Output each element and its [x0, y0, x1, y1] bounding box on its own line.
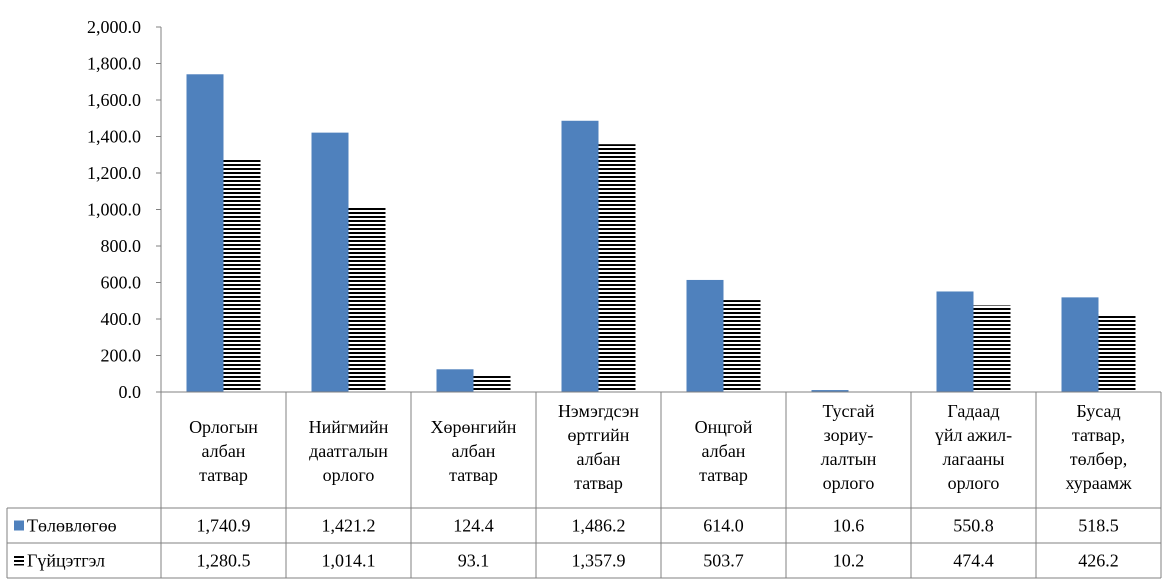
data-table: Орлогын албан татвар Нийгмийн даатгалын орлог…: [6, 391, 1162, 579]
bar-planned: [311, 132, 349, 393]
data-table-value: 1,486.2: [572, 516, 626, 536]
bar-planned: [811, 390, 849, 392]
x-category-label: орлого: [323, 465, 375, 485]
legend-series-name: Төлөвлөгөө: [27, 516, 117, 536]
legend-series-name: Гүйцэтгэл: [27, 551, 105, 571]
y-tick-label: 1,000.0: [87, 200, 141, 220]
x-category-label: Тусгай: [822, 401, 874, 421]
x-category-label: Хөрөнгийн: [431, 417, 517, 437]
x-category-label: Гадаад: [947, 401, 999, 421]
x-category-label: өртгийн: [568, 425, 630, 445]
bar-planned: [936, 291, 974, 392]
x-category-label: албан: [577, 449, 621, 469]
x-category-label: Нэмэгдсэн: [558, 401, 639, 421]
x-category-label: татвар,: [1072, 425, 1125, 445]
axis-layer: 0.0 200.0 400.0 600.0 800.0 1,000.0 1,200.0 1,4…: [87, 17, 162, 402]
bar-planned: [686, 279, 724, 392]
x-category-label: лалтын: [821, 449, 877, 469]
x-category-label: албан: [202, 441, 246, 461]
legend-swatch-actual: [14, 555, 24, 566]
data-table-value: 1,014.1: [322, 551, 376, 571]
x-category-label: даатгалын: [309, 441, 388, 461]
data-table-value: 550.8: [953, 516, 994, 536]
x-category-label: Бусад: [1076, 401, 1120, 421]
data-table-value: 124.4: [453, 516, 494, 536]
bar-planned: [186, 74, 224, 392]
x-category-label: Онцгой: [695, 417, 753, 437]
bar-planned: [561, 120, 599, 393]
data-table-value: 1,740.9: [197, 516, 251, 536]
bar-planned: [436, 369, 474, 392]
x-category-label: үйл ажил-: [935, 425, 1012, 445]
bar-actual: [348, 206, 386, 392]
bars-layer: [186, 74, 1136, 393]
data-table-value: 503.7: [703, 551, 744, 571]
y-tick-label: 1,400.0: [87, 127, 141, 147]
x-category-label: хураамж: [1065, 473, 1132, 493]
data-table-value: 10.6: [833, 516, 865, 536]
x-category-label: татвар: [574, 473, 623, 493]
x-category-label: татвар: [699, 465, 748, 485]
bar-actual: [598, 144, 636, 392]
data-table-value: 426.2: [1078, 551, 1119, 571]
data-table-value: 1,421.2: [322, 516, 376, 536]
x-category-label: татвар: [449, 465, 498, 485]
data-table-value: 93.1: [458, 551, 490, 571]
y-tick-label: 0.0: [119, 382, 142, 402]
bar-planned: [1061, 297, 1099, 392]
legend-swatch-planned: [14, 520, 24, 531]
x-category-label: албан: [702, 441, 746, 461]
data-table-value: 474.4: [953, 551, 994, 571]
x-category-label: Орлогын: [189, 417, 258, 437]
y-tick-label: 400.0: [101, 309, 142, 329]
x-category-label: төлбөр,: [1070, 449, 1128, 469]
y-tick-label: 1,200.0: [87, 163, 141, 183]
y-tick-label: 1,800.0: [87, 54, 141, 74]
y-tick-label: 800.0: [101, 236, 142, 256]
data-table-value: 1,357.9: [572, 551, 626, 571]
data-table-value: 10.2: [833, 551, 865, 571]
y-tick-label: 2,000.0: [87, 17, 141, 37]
x-category-label: зориу-: [824, 425, 874, 445]
x-category-label: орлого: [948, 473, 1000, 493]
bar-actual: [723, 300, 761, 392]
bar-actual: [1098, 314, 1136, 392]
bar-actual: [223, 158, 261, 392]
x-category-label: татвар: [199, 465, 248, 485]
data-table-value: 518.5: [1078, 516, 1119, 536]
bar-actual: [973, 305, 1011, 392]
x-category-label: орлого: [823, 473, 875, 493]
y-tick-label: 1,600.0: [87, 90, 141, 110]
x-category-label: Нийгмийн: [309, 417, 389, 437]
y-tick-label: 200.0: [101, 346, 142, 366]
x-category-label: лагааны: [942, 449, 1004, 469]
data-table-value: 614.0: [703, 516, 744, 536]
x-category-label: албан: [452, 441, 496, 461]
bar-actual: [473, 375, 511, 392]
bar-actual: [848, 390, 886, 392]
y-tick-label: 600.0: [101, 273, 142, 293]
data-table-value: 1,280.5: [197, 551, 251, 571]
